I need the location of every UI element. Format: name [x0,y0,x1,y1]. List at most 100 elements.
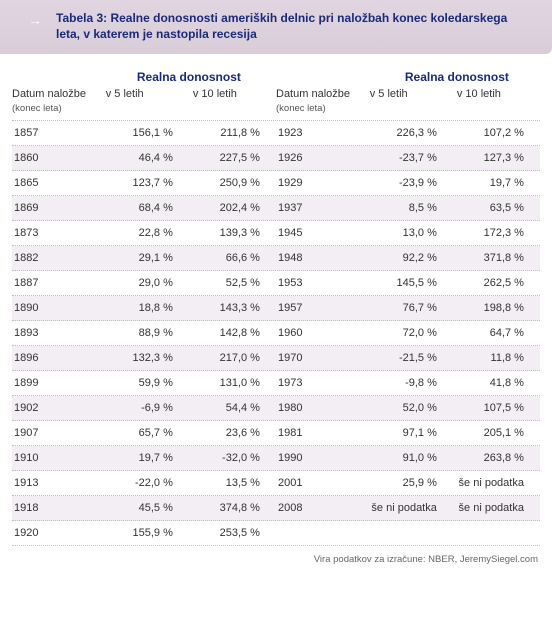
group-header-right: Realna donosnost [366,70,540,84]
cell-v5: 226,3 % [366,127,453,139]
cell-v10: 66,6 % [189,252,276,264]
cell-v10: 217,0 % [189,352,276,364]
cell-date: 1970 [276,352,366,364]
cell-v5: -22,0 % [102,477,189,489]
cell-v5: 25,9 % [366,477,453,489]
cell-date: 1973 [276,377,366,389]
cell-date: 1907 [12,427,102,439]
cell-date: 1869 [12,202,102,214]
cell-v5: 46,4 % [102,152,189,164]
cell-v5: 19,7 % [102,452,189,464]
table-row: 1865123,7 %250,9 %1929-23,9 %19,7 % [12,171,540,196]
cell-date: 1926 [276,152,366,164]
cell-v5: -9,8 % [366,377,453,389]
table-row: 189018,8 %143,3 %195776,7 %198,8 % [12,296,540,321]
cell-v5: -21,5 % [366,352,453,364]
table-row: 1920155,9 %253,5 % [12,521,540,546]
cell-v10: še ni podatka [453,477,540,489]
cell-date: 1980 [276,402,366,414]
cell-v10: 54,4 % [189,402,276,414]
cell-v10: 371,8 % [453,252,540,264]
footer-source: Vira podatkov za izračune: NBER, JeremyS… [0,550,552,573]
cell-date: 1896 [12,352,102,364]
cell-date: 1887 [12,277,102,289]
cell-v10: 52,5 % [189,277,276,289]
table-row: 188729,0 %52,5 %1953145,5 %262,5 % [12,271,540,296]
cell-v10: 139,3 % [189,227,276,239]
table-row: 1913-22,0 %13,5 %200125,9 %še ni podatka [12,471,540,496]
cell-v5: -23,9 % [366,177,453,189]
cell-v10: 172,3 % [453,227,540,239]
cell-v10: 63,5 % [453,202,540,214]
cell-v10: 202,4 % [189,202,276,214]
cell-v5: 18,8 % [102,302,189,314]
cell-v5: 13,0 % [366,227,453,239]
cell-date: 1890 [12,302,102,314]
cell-v5: 123,7 % [102,177,189,189]
cell-v5: 132,3 % [102,352,189,364]
table-row: 1902-6,9 %54,4 %198052,0 %107,5 % [12,396,540,421]
col-header-date-right: Datum naložbe (konec leta) [276,88,366,114]
cell-v10: 198,8 % [453,302,540,314]
cell-v5: še ni podatka [366,502,453,514]
group-header-left: Realna donosnost [102,70,276,84]
cell-v5: 92,2 % [366,252,453,264]
cell-v10: 374,8 % [189,502,276,514]
col-header-v5-left: v 5 letih [102,88,189,100]
cell-v5: 29,1 % [102,252,189,264]
table-row: 188229,1 %66,6 %194892,2 %371,8 % [12,246,540,271]
cell-v10: 41,8 % [453,377,540,389]
cell-v5: 22,8 % [102,227,189,239]
cell-date: 1945 [276,227,366,239]
cell-v10: 143,3 % [189,302,276,314]
table-row: 186968,4 %202,4 %19378,5 %63,5 % [12,196,540,221]
cell-v5: 156,1 % [102,127,189,139]
table-header-band: → Tabela 3: Realne donosnosti ameriških … [0,0,552,54]
cell-v5: 45,5 % [102,502,189,514]
cell-date: 1899 [12,377,102,389]
cell-date: 1913 [12,477,102,489]
cell-date: 2008 [276,502,366,514]
col-header-v10-left: v 10 letih [189,88,276,100]
cell-v5: 76,7 % [366,302,453,314]
cell-date: 1918 [12,502,102,514]
table-body: 1857156,1 %211,8 %1923226,3 %107,2 %1860… [12,121,540,546]
cell-v10: 250,9 % [189,177,276,189]
cell-v10: 131,0 % [189,377,276,389]
table-container: Realna donosnost Realna donosnost Datum … [0,54,552,550]
cell-v10: 19,7 % [453,177,540,189]
cell-v10: še ni podatka [453,502,540,514]
cell-date: 1893 [12,327,102,339]
column-header-row: Datum naložbe (konec leta) v 5 letih v 1… [12,88,540,121]
col-header-v10-right: v 10 letih [453,88,540,100]
cell-v10: 23,6 % [189,427,276,439]
table-row: 1896132,3 %217,0 %1970-21,5 %11,8 % [12,346,540,371]
table-row: 186046,4 %227,5 %1926-23,7 %127,3 % [12,146,540,171]
cell-date: 1910 [12,452,102,464]
table-title: Tabela 3: Realne donosnosti ameriških de… [56,10,534,42]
group-header-row: Realna donosnost Realna donosnost [12,70,540,84]
cell-v5: 68,4 % [102,202,189,214]
cell-v10: 211,8 % [189,127,276,139]
cell-date: 1873 [12,227,102,239]
cell-v5: 91,0 % [366,452,453,464]
table-row: 191019,7 %-32,0 %199091,0 %263,8 % [12,446,540,471]
col-header-v5-right: v 5 letih [366,88,453,100]
table-row: 189388,9 %142,8 %196072,0 %64,7 % [12,321,540,346]
table-row: 190765,7 %23,6 %198197,1 %205,1 % [12,421,540,446]
arrow-icon: → [28,10,42,28]
cell-v5: 59,9 % [102,377,189,389]
cell-v10: 107,2 % [453,127,540,139]
cell-v5: -6,9 % [102,402,189,414]
cell-v10: 253,5 % [189,527,276,539]
cell-v5: 97,1 % [366,427,453,439]
cell-v5: 88,9 % [102,327,189,339]
cell-v10: 64,7 % [453,327,540,339]
cell-v5: 8,5 % [366,202,453,214]
cell-v5: 72,0 % [366,327,453,339]
cell-date: 1860 [12,152,102,164]
cell-date: 1957 [276,302,366,314]
table-row: 187322,8 %139,3 %194513,0 %172,3 % [12,221,540,246]
cell-v10: 107,5 % [453,402,540,414]
cell-date: 1929 [276,177,366,189]
